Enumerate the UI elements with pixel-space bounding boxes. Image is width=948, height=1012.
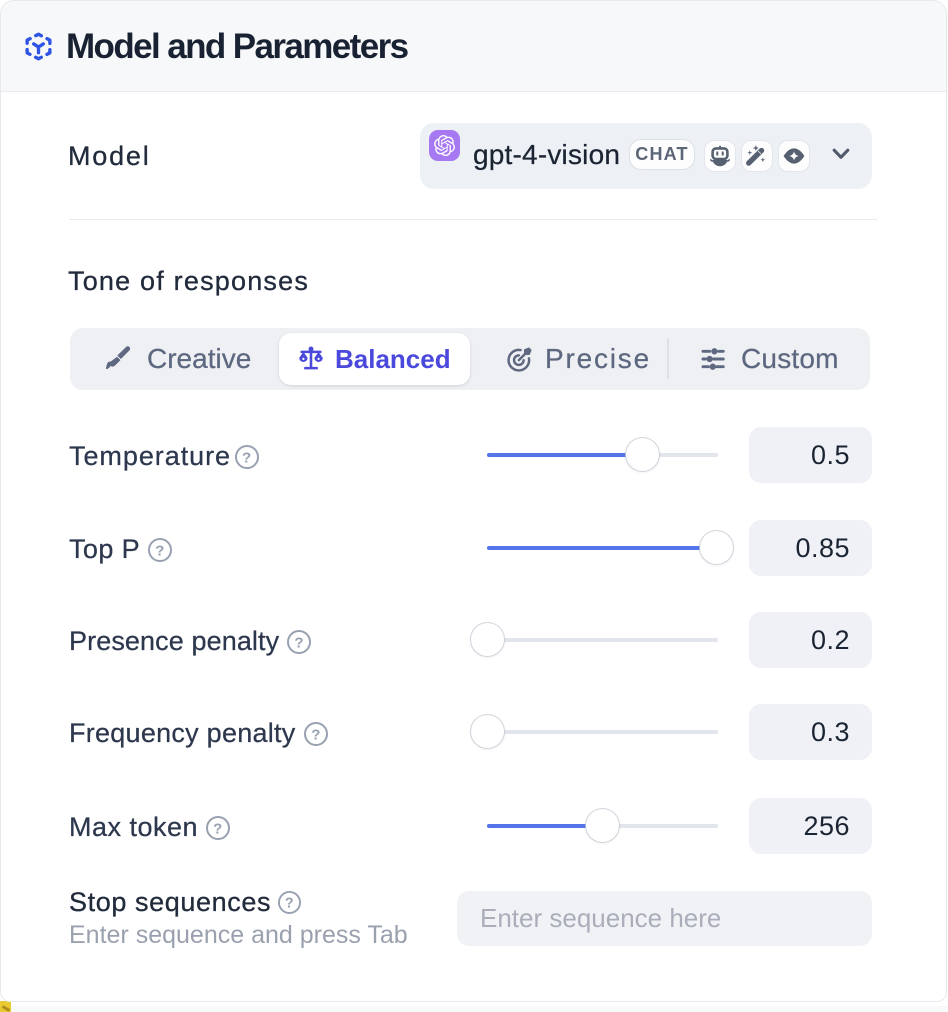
svg-text:?: ? [155,542,165,559]
svg-text:?: ? [242,449,252,466]
svg-text:?: ? [285,896,294,912]
svg-text:?: ? [295,634,304,651]
svg-text:?: ? [213,820,223,837]
svg-text:?: ? [311,726,320,743]
